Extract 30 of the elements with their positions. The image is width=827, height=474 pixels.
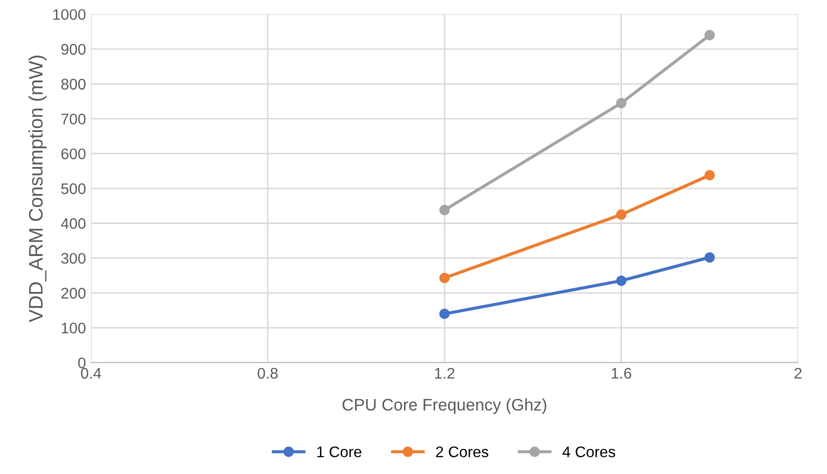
- y-tick-label: 400: [60, 218, 86, 229]
- y-tick-label: 300: [61, 252, 86, 264]
- y-tick-label: 0: [78, 357, 86, 368]
- y-tick-label: 800: [61, 78, 86, 90]
- point: [439, 272, 450, 284]
- x-tick-label: 1.2: [435, 368, 454, 379]
- x-tick-label: 0.8: [258, 368, 278, 379]
- y-tick-label: 600: [61, 148, 86, 160]
- y-tick-label: 900: [61, 44, 86, 55]
- x-tick-label: 1.6: [612, 368, 632, 379]
- x-tick-label: 2: [794, 368, 802, 379]
- x-tick-label: 0.4: [80, 368, 102, 379]
- y-tick-label: 100: [62, 322, 86, 334]
- point: [616, 98, 626, 108]
- point: [616, 209, 626, 220]
- y-tick-label: 500: [61, 183, 86, 194]
- y-axis-title: VDD_ARM Consumption (mW): [28, 56, 47, 322]
- point: [704, 30, 715, 40]
- point: [704, 170, 715, 180]
- point: [439, 204, 450, 216]
- y-tick-label: 1000: [53, 9, 86, 20]
- legend-label: 4 Cores: [562, 446, 616, 458]
- legend-label: 2 Cores: [436, 446, 488, 458]
- legend-label: 1 Core: [317, 446, 362, 458]
- x-axis-title: CPU Core Frequency (Ghz): [342, 398, 546, 414]
- y-tick-label: 700: [61, 114, 86, 124]
- y-tick-label: 200: [61, 288, 86, 299]
- point: [616, 276, 626, 286]
- point: [704, 252, 715, 263]
- point: [439, 308, 450, 320]
